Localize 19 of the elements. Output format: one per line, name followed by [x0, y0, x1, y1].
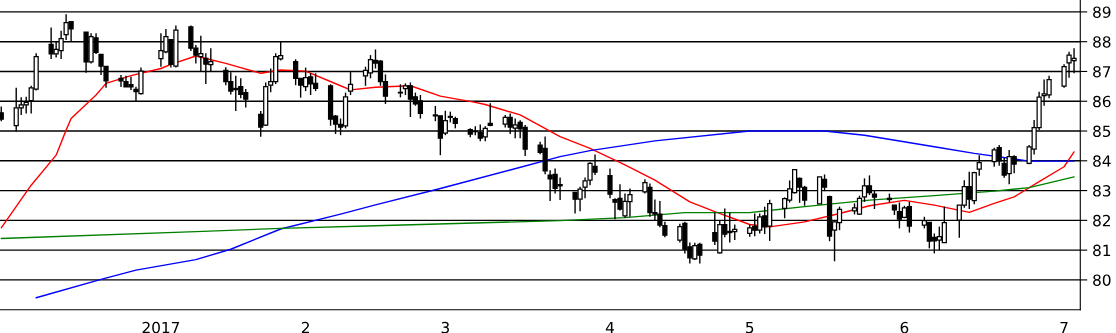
y-tick-label: 89 — [1093, 6, 1111, 18]
y-tick-label: 84 — [1093, 155, 1111, 167]
x-tick-label: 5 — [746, 321, 754, 333]
y-tick-label: 85 — [1093, 125, 1111, 138]
x-tick-label: 6 — [900, 321, 909, 333]
x-tick-label: 2017 — [142, 321, 180, 333]
line-series — [35, 130, 1075, 299]
x-tick-label: 4 — [605, 321, 614, 333]
x-tick-label: 7 — [1060, 321, 1068, 333]
x-tick-label: 2 — [301, 321, 309, 333]
y-tick-label: 87 — [1093, 65, 1111, 78]
y-tick-label: 82 — [1093, 214, 1110, 227]
line-series — [0, 176, 1075, 240]
x-tick-label: 3 — [441, 321, 449, 333]
y-tick-label: 80 — [1093, 274, 1111, 286]
y-tick-label: 86 — [1093, 95, 1111, 108]
y-tick-label: 81 — [1093, 244, 1111, 257]
y-tick-label: 88 — [1093, 36, 1111, 48]
y-tick-label: 83 — [1093, 185, 1111, 197]
